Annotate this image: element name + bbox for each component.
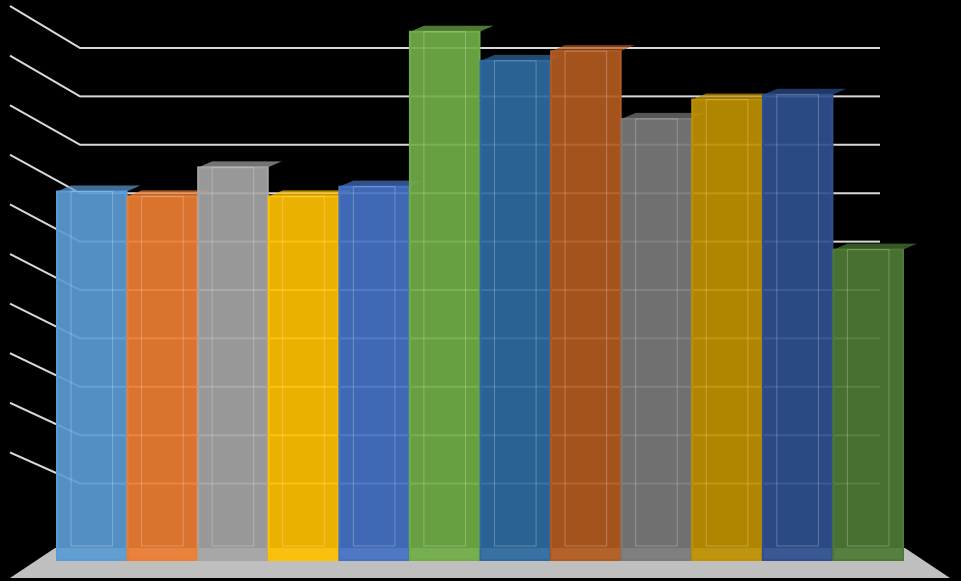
bar-inner [423,31,466,547]
bar-top [480,54,565,61]
bar-top [833,243,917,250]
bar [267,195,340,562]
bar [197,166,269,561]
bar [126,195,199,562]
bar [691,98,763,561]
bar-top [268,190,353,197]
bar-inner [705,99,749,547]
bar [479,59,552,562]
bar [761,93,834,561]
bar-top [127,190,212,197]
bar-top [57,185,141,192]
bar-inner [282,195,325,547]
bar-inner [564,50,608,547]
bar-top [692,93,776,100]
bar-inner [141,195,184,547]
bar [832,248,905,561]
bar-top [621,112,706,119]
bar [620,117,693,561]
bar [408,30,481,562]
bar-inner [635,118,678,547]
bar-inner [352,186,396,547]
bar-top [762,88,847,95]
bar-top [409,25,494,32]
bar-top [198,161,282,168]
bar-inner [494,60,537,547]
bar [56,190,128,562]
bar-inner [70,191,114,547]
bar-top [551,45,635,52]
bar-inner [211,166,255,547]
bar [338,185,410,561]
bar-top [339,180,423,187]
bar [550,50,622,561]
bar-inner [846,249,890,547]
bar-inner [776,94,819,547]
